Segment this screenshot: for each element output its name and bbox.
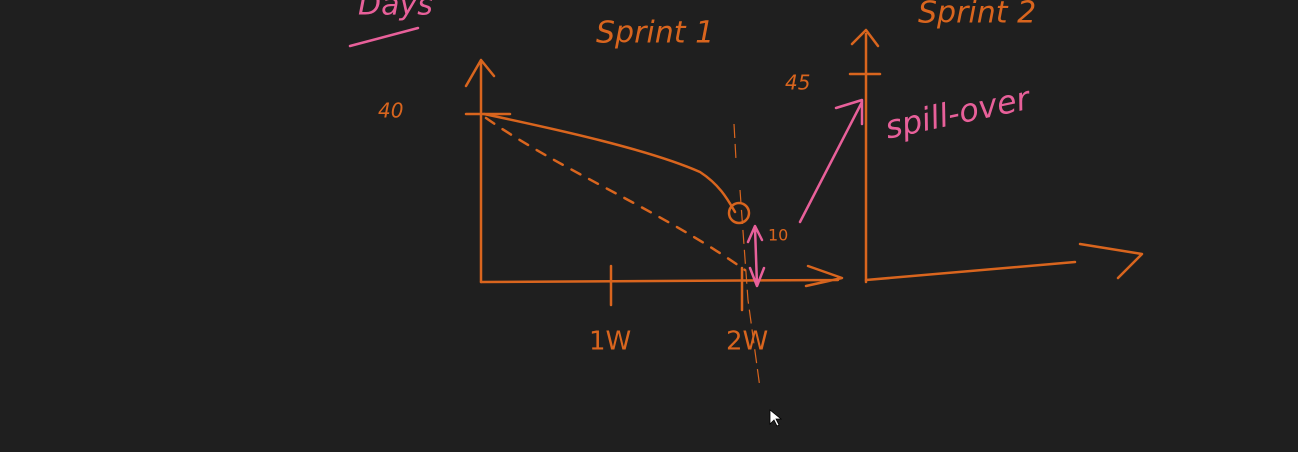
x-axis [864, 242, 1144, 282]
end-marker [727, 201, 751, 225]
spill-arrow [798, 98, 864, 224]
x-ticks [609, 264, 744, 312]
gap-label: 10 [768, 226, 788, 245]
actual-line [482, 112, 737, 214]
gap-arrow [746, 224, 766, 288]
ideal-line [484, 116, 747, 272]
y-axis [850, 28, 880, 284]
sprint-title: Sprint 2 [918, 0, 1036, 31]
x-label: 1W [589, 327, 631, 357]
x-axis [479, 264, 844, 288]
cursor [769, 409, 783, 427]
y-label: 40 [378, 99, 403, 123]
x-label: 2W [726, 327, 768, 357]
divider [733, 123, 761, 389]
y-axis-title: Days [358, 0, 433, 23]
y-axis [464, 58, 496, 284]
underline [348, 26, 420, 48]
sprint-title: Sprint 1 [596, 16, 714, 51]
y-label: 45 [785, 71, 810, 95]
annotation: spill-over [882, 79, 1035, 147]
